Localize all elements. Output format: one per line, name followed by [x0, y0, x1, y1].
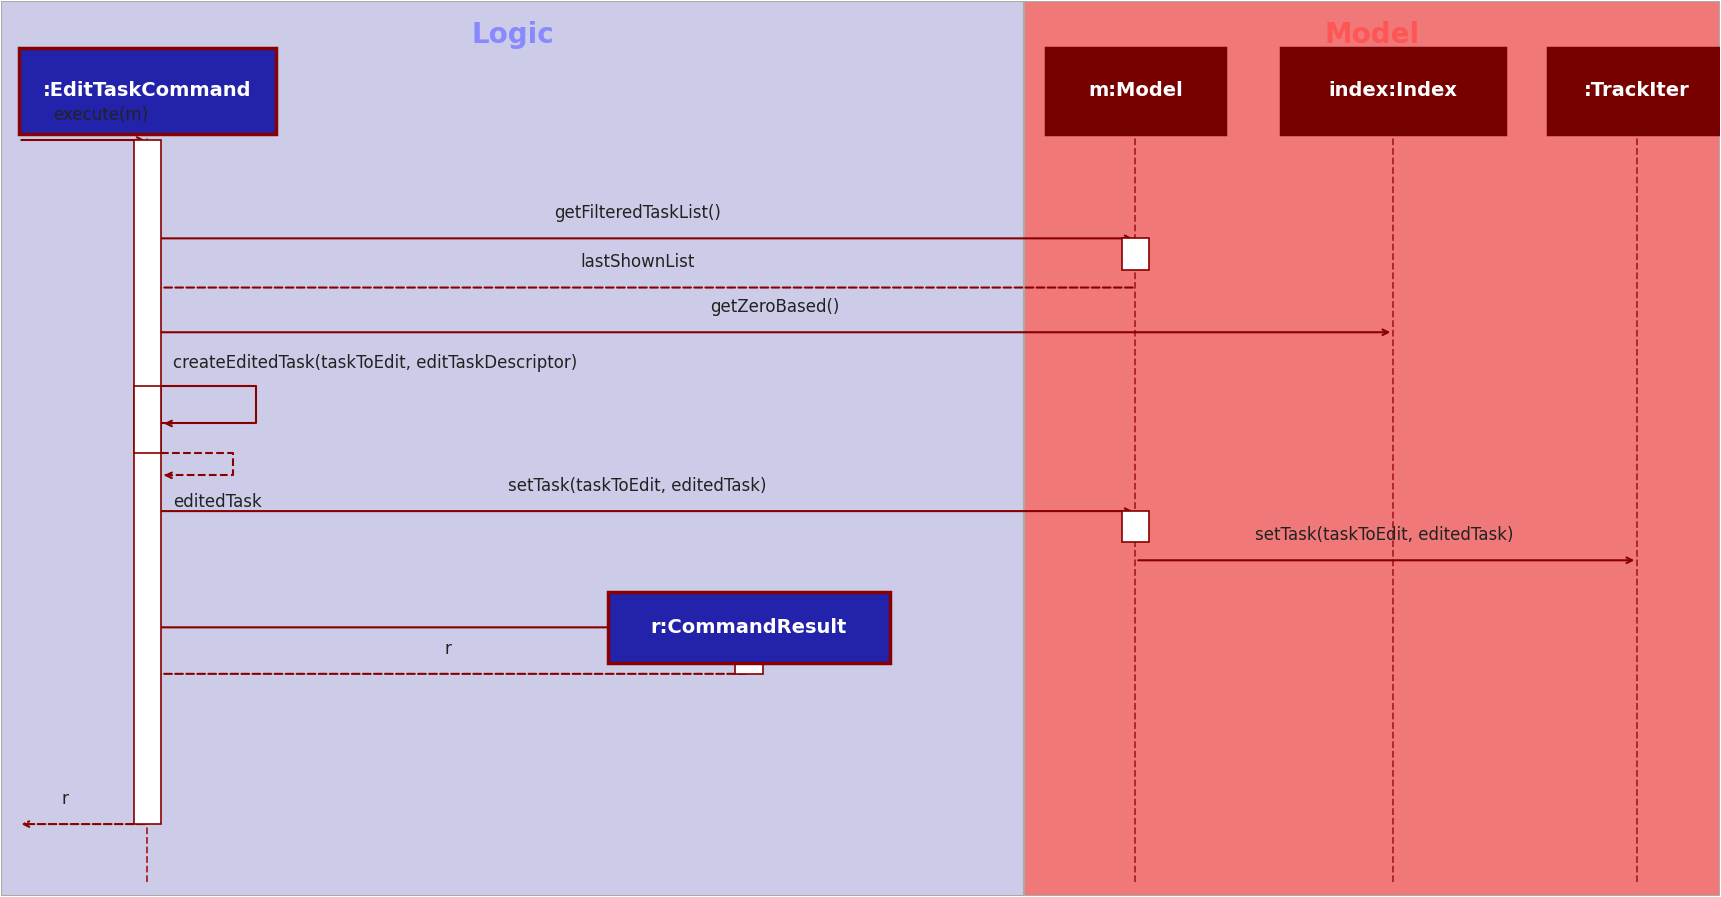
- Bar: [2, 2, 1024, 895]
- Text: getFilteredTaskList(): getFilteredTaskList(): [554, 205, 721, 222]
- Text: Logic: Logic: [472, 22, 554, 49]
- Bar: [19, 48, 277, 134]
- Text: setTask(taskToEdit, editedTask): setTask(taskToEdit, editedTask): [508, 477, 766, 495]
- Text: :TrackIter: :TrackIter: [1585, 82, 1690, 100]
- Bar: [1122, 239, 1150, 270]
- Text: setTask(taskToEdit, editedTask): setTask(taskToEdit, editedTask): [1255, 527, 1514, 544]
- Bar: [1046, 48, 1225, 134]
- Bar: [608, 592, 890, 663]
- Text: createEditedTask(taskToEdit, editTaskDescriptor): createEditedTask(taskToEdit, editTaskDes…: [174, 354, 578, 372]
- Text: execute(m): execute(m): [53, 106, 148, 124]
- Text: m:Model: m:Model: [1088, 82, 1182, 100]
- Bar: [1024, 2, 1719, 895]
- Text: getZeroBased(): getZeroBased(): [709, 298, 840, 316]
- Text: r: r: [444, 640, 451, 658]
- Bar: [735, 627, 762, 674]
- Text: :EditTaskCommand: :EditTaskCommand: [43, 82, 251, 100]
- Bar: [1122, 511, 1150, 543]
- Text: index:Index: index:Index: [1329, 82, 1458, 100]
- Text: r:CommandResult: r:CommandResult: [651, 618, 847, 637]
- Bar: [1547, 48, 1721, 134]
- Text: Model: Model: [1323, 22, 1420, 49]
- Text: editedTask: editedTask: [174, 493, 262, 511]
- Text: r: r: [62, 790, 69, 808]
- Bar: [1282, 48, 1504, 134]
- Bar: [134, 140, 162, 824]
- Bar: [134, 386, 162, 453]
- Text: lastShownList: lastShownList: [580, 254, 694, 272]
